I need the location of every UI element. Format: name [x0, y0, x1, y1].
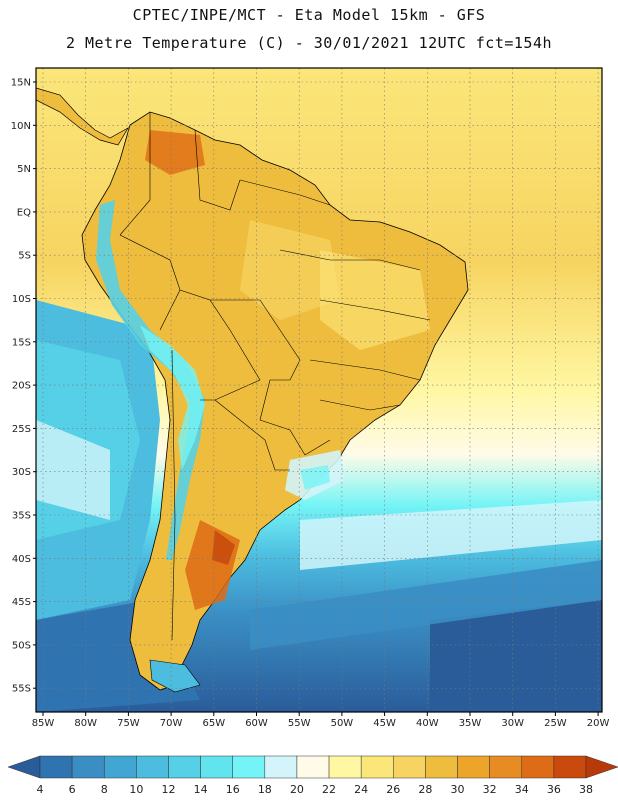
colorbar-level-label: 30	[451, 783, 465, 796]
colorbar-swatch	[489, 755, 523, 779]
lat-label: 15N	[11, 78, 31, 89]
lat-label: 45S	[12, 597, 31, 608]
colorbar-swatch	[71, 755, 105, 779]
grid-lines	[36, 68, 602, 712]
colorbar-level-label: 4	[37, 783, 44, 796]
colorbar-high-arrow	[585, 755, 618, 779]
lat-label: 55S	[12, 684, 31, 695]
colorbar-level-label: 6	[69, 783, 76, 796]
colorbar-level-label: 14	[194, 783, 208, 796]
colorbar-swatch	[328, 755, 362, 779]
colorbar-swatch	[425, 755, 458, 779]
colorbar-level-label: 8	[101, 783, 108, 796]
lon-label: 80W	[74, 718, 97, 729]
colorbar-level-label: 34	[515, 783, 529, 796]
colorbar-level-label: 20	[290, 783, 304, 796]
lat-label: 25S	[12, 424, 31, 435]
lon-label: 40W	[416, 718, 439, 729]
colorbar-swatch	[296, 755, 330, 779]
lat-label: 20S	[12, 381, 31, 392]
colorbar-swatch	[264, 755, 298, 779]
colorbar-level-label: 18	[258, 783, 272, 796]
lat-label: 50S	[12, 640, 31, 651]
colorbar-swatch	[103, 755, 137, 779]
colorbar-swatch	[39, 755, 73, 779]
colorbar-swatch	[393, 755, 426, 779]
lon-label: 70W	[160, 718, 183, 729]
colorbar: 4 6 8 10 12 14 16 18 20 22 24 26 28 30 32 34 36 38	[7, 755, 618, 796]
colorbar-swatch	[232, 755, 266, 779]
colorbar-level-label: 10	[129, 783, 143, 796]
colorbar-level-label: 16	[226, 783, 240, 796]
lon-label: 50W	[331, 718, 354, 729]
colorbar-level-label: 36	[547, 783, 561, 796]
colorbar-swatch	[457, 755, 490, 779]
lat-label: 40S	[12, 554, 31, 565]
colorbar-level-label: 12	[161, 783, 175, 796]
lon-label: 30W	[501, 718, 524, 729]
lon-label: 85W	[32, 718, 55, 729]
map-title-line2: 2 Metre Temperature (C) - 30/01/2021 12U…	[65, 34, 553, 52]
lat-label: 5S	[18, 251, 31, 262]
lat-label: 10N	[11, 121, 31, 132]
lon-label: 25W	[544, 718, 567, 729]
south-america-landmass	[81, 111, 469, 691]
colorbar-swatch	[136, 755, 169, 779]
colorbar-low-arrow	[7, 755, 41, 779]
longitude-labels: 85W 80W 75W 70W 65W 60W 55W 50W 45W 40W 35W 30W 25W 2…	[32, 712, 610, 729]
lon-label: 35W	[459, 718, 482, 729]
colorbar-level-label: 38	[579, 783, 593, 796]
lon-label: 55W	[288, 718, 311, 729]
map-frame	[35, 67, 603, 713]
lon-label: 45W	[373, 718, 396, 729]
lon-label: 20W	[587, 718, 610, 729]
colorbar-swatch	[521, 755, 555, 779]
lat-label: 10S	[12, 294, 31, 305]
colorbar-swatch	[168, 755, 201, 779]
lat-label: 15S	[12, 337, 31, 348]
colorbar-level-label: 28	[418, 783, 432, 796]
map-field	[36, 68, 602, 712]
map-title-line1: CPTEC/INPE/MCT - Eta Model 15km - GFS	[132, 6, 486, 24]
lat-label: 5N	[17, 164, 31, 175]
lon-label: 60W	[245, 718, 268, 729]
lon-label: 65W	[202, 718, 225, 729]
lat-label: EQ	[17, 207, 31, 218]
colorbar-level-label: 32	[483, 783, 497, 796]
colorbar-level-label: 22	[322, 783, 336, 796]
colorbar-swatch	[200, 755, 233, 779]
latitude-labels: 15N 10N 5N EQ 5S 10S 15S 20S 25S 30S 35S 40S 45S 50S 5…	[11, 78, 36, 695]
colorbar-swatch	[360, 755, 394, 779]
country-borders	[119, 112, 431, 641]
colorbar-swatch	[553, 755, 587, 779]
lat-label: 30S	[12, 467, 31, 478]
colorbar-level-label: 24	[354, 783, 368, 796]
lat-label: 35S	[12, 511, 31, 522]
lon-label: 75W	[117, 718, 140, 729]
colorbar-level-label: 26	[386, 783, 400, 796]
